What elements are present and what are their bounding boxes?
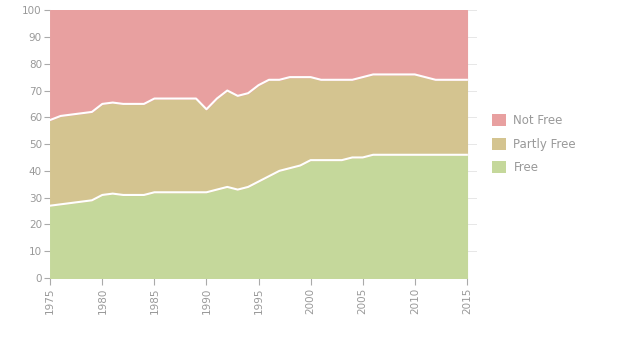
Legend: Not Free, Partly Free, Free: Not Free, Partly Free, Free <box>487 109 581 179</box>
